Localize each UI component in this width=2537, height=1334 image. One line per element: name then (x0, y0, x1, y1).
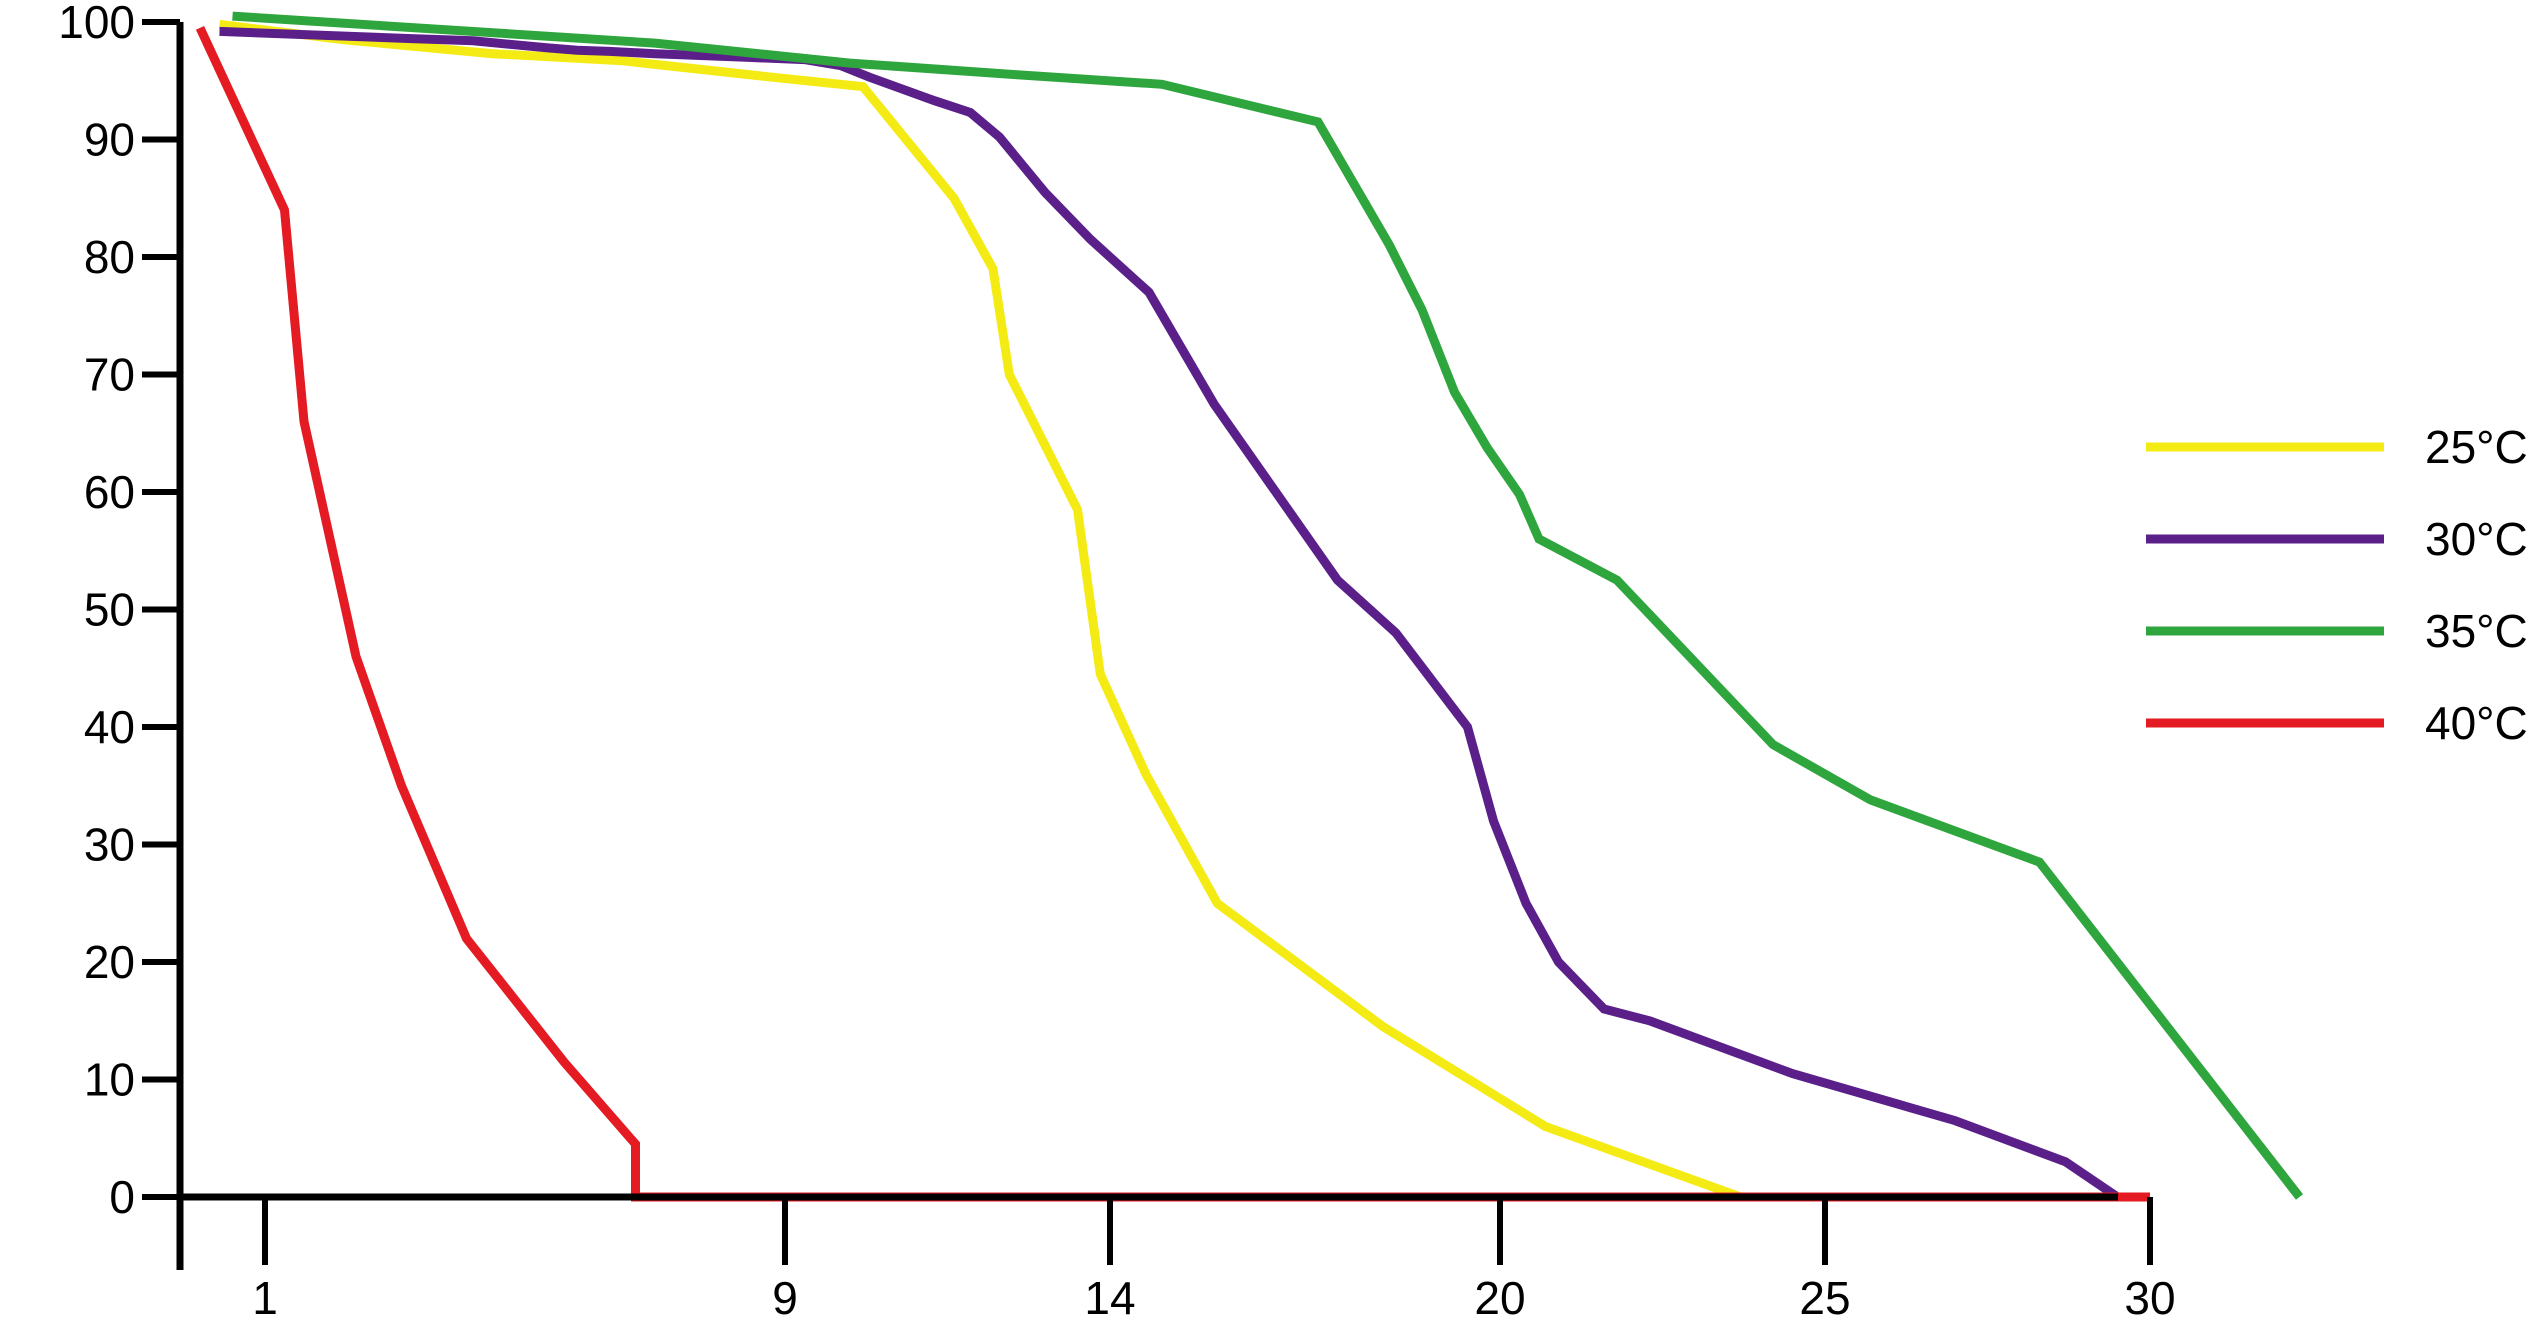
y-tick-label: 90 (84, 114, 135, 166)
legend-label-3: 35°C (2425, 605, 2528, 657)
series-line-3 (232, 11, 2304, 1200)
series-layer (195, 11, 2304, 1202)
y-tick-label: 60 (84, 466, 135, 518)
y-tick-label: 0 (109, 1171, 135, 1223)
x-tick-label: 1 (252, 1272, 278, 1324)
x-tick-label: 30 (2124, 1272, 2175, 1324)
series-line-1 (218, 19, 1743, 1202)
legend-label-2: 30°C (2425, 513, 2528, 565)
y-tick-label: 20 (84, 936, 135, 988)
series-line-4 (195, 26, 2150, 1202)
ticks-layer: 0 10 20 30 40 50 60 70 80 90 100 1 9 14 20 25 30 (58, 0, 2175, 1324)
legend-label-1: 25°C (2425, 421, 2528, 473)
y-tick-label: 80 (84, 231, 135, 283)
y-tick-label: 70 (84, 349, 135, 401)
x-tick-label: 20 (1474, 1272, 1525, 1324)
y-tick-label: 10 (84, 1054, 135, 1106)
x-tick-label: 25 (1799, 1272, 1850, 1324)
axes-layer (176, 22, 2118, 1270)
x-tick-label: 9 (772, 1272, 798, 1324)
x-tick-label: 14 (1084, 1272, 1135, 1324)
y-tick-label: 30 (84, 819, 135, 871)
series-line-2 (219, 26, 2121, 1201)
y-tick-label: 40 (84, 701, 135, 753)
legend: 25°C 30°C 35°C 40°C (2146, 421, 2528, 749)
y-tick-label: 50 (84, 584, 135, 636)
legend-label-4: 40°C (2425, 697, 2528, 749)
y-tick-label: 100 (58, 0, 135, 48)
